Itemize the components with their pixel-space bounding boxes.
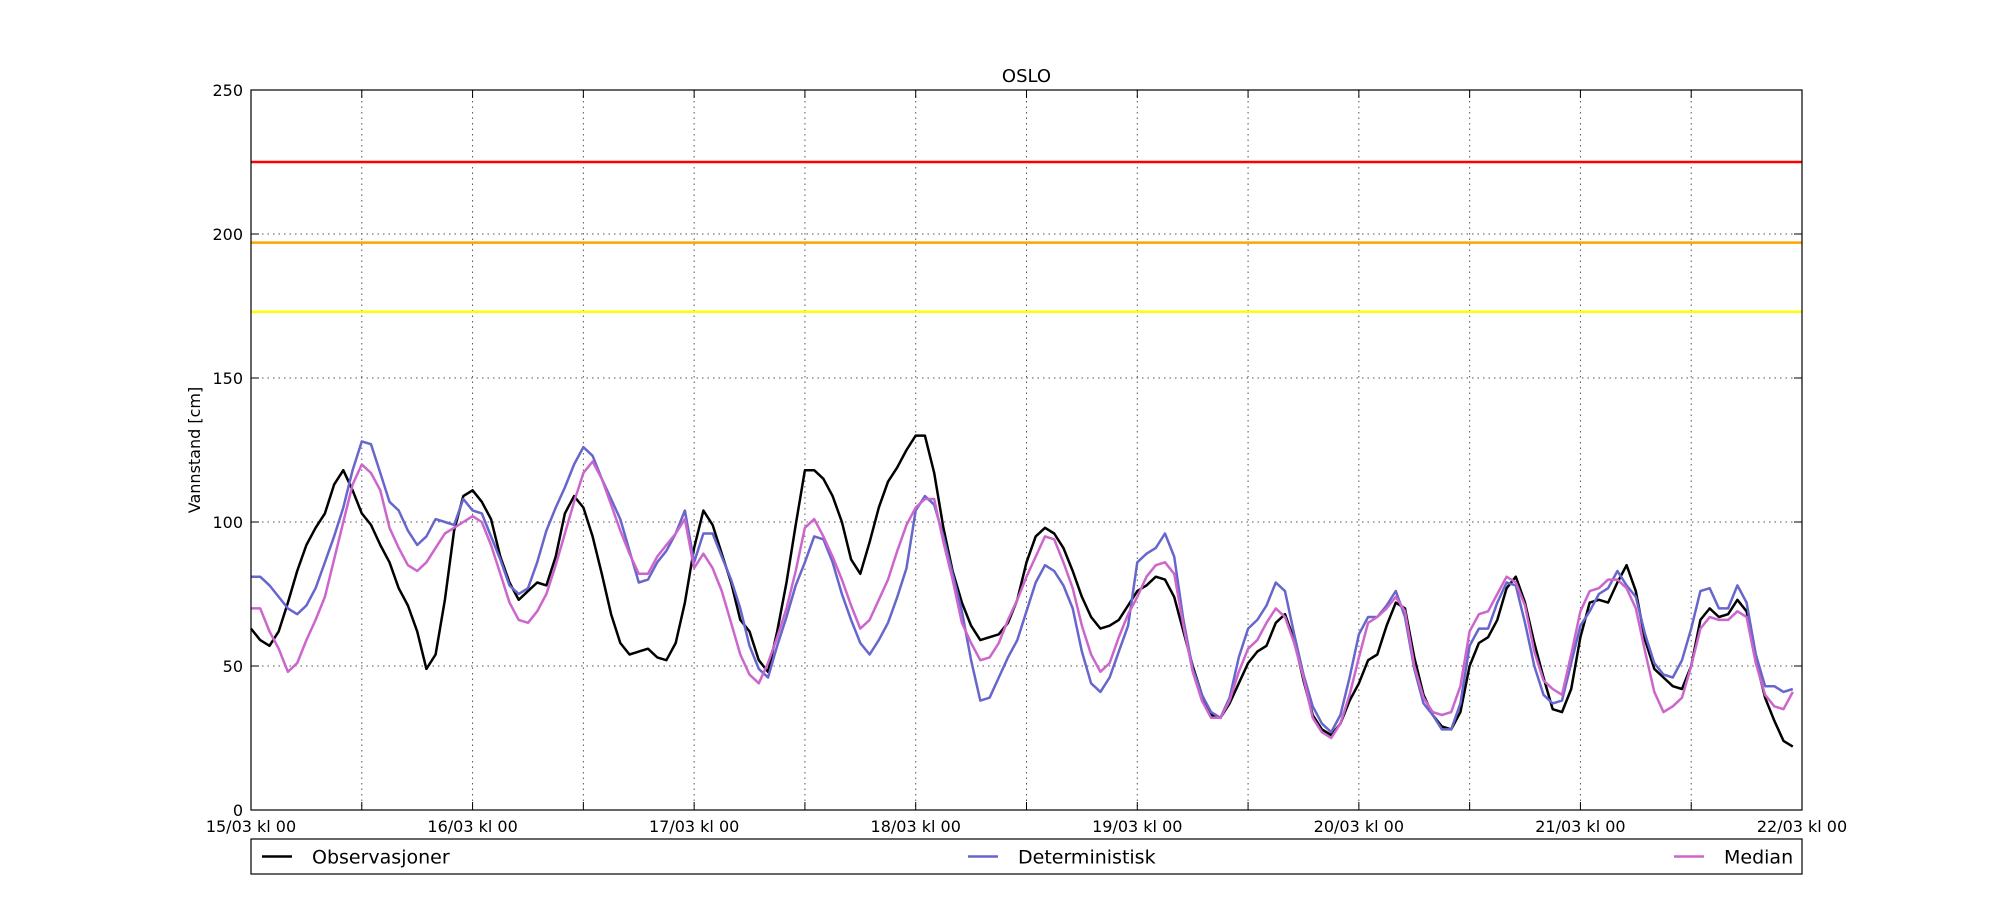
series-line-deterministisk (251, 440, 1794, 734)
threshold-lines (251, 160, 1802, 314)
y-tick-label: 250 (212, 81, 243, 100)
y-tick-label: 200 (212, 225, 243, 244)
x-tick-label: 16/03 kl 00 (427, 817, 517, 836)
axis-ticks: 0 50 100 150 200 250 15/03 kl 00 16/03 kl 00 17/… (206, 81, 1847, 836)
x-tick-label: 18/03 kl 00 (871, 817, 961, 836)
legend-label: Observasjoner (312, 847, 450, 869)
legend-label: Deterministisk (1018, 847, 1156, 869)
x-tick-label: 17/03 kl 00 (649, 817, 739, 836)
x-tick-label: 20/03 kl 00 (1314, 817, 1404, 836)
series-lines (250, 434, 1794, 748)
series-line-median (251, 460, 1794, 740)
legend-label: Median (1724, 847, 1793, 869)
grid (251, 90, 1802, 810)
legend: Observasjoner Deterministisk Median (250, 838, 1803, 875)
x-tick-label: 15/03 kl 00 (206, 817, 296, 836)
x-tick-label: 19/03 kl 00 (1092, 817, 1182, 836)
y-tick-label: 0 (233, 801, 243, 820)
y-tick-label: 50 (223, 657, 243, 676)
y-tick-label: 150 (212, 369, 243, 388)
y-axis-label: Vannstand [cm] (185, 387, 204, 513)
legend-box (250, 838, 1803, 875)
y-tick-label: 100 (212, 513, 243, 532)
chart-title: OSLO (1002, 66, 1051, 87)
x-tick-label: 22/03 kl 00 (1757, 817, 1847, 836)
x-tick-label: 21/03 kl 00 (1535, 817, 1625, 836)
